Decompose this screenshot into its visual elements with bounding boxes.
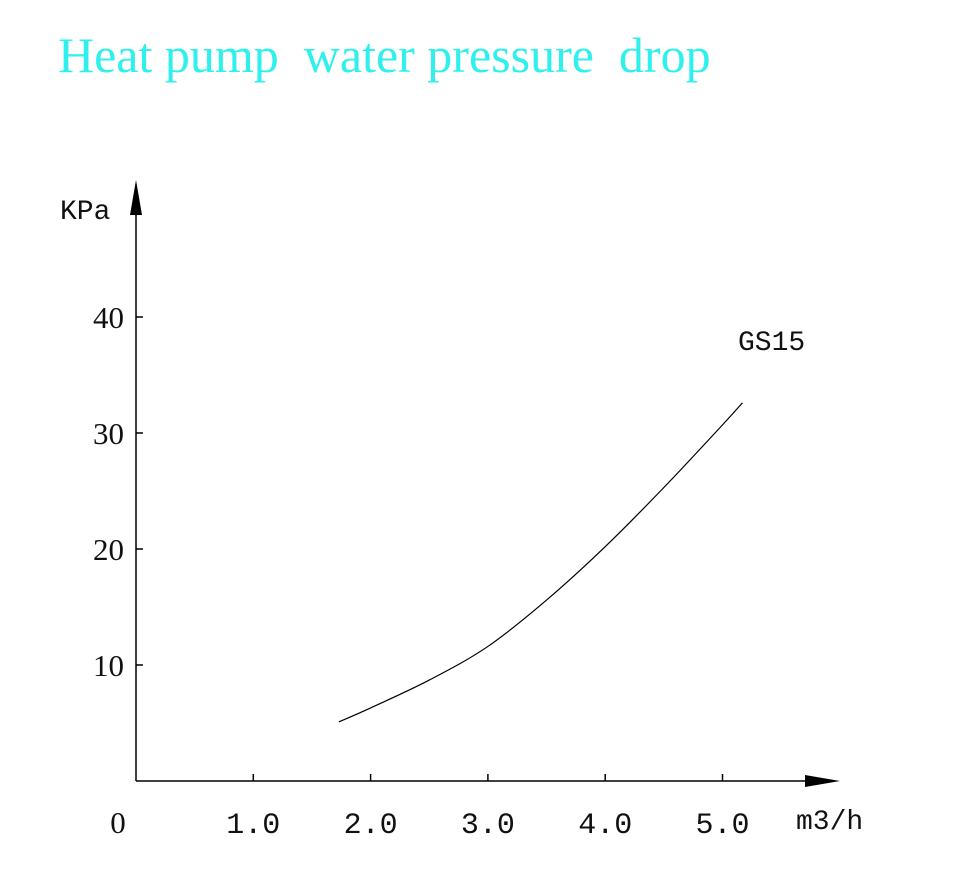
x-tick-label: 2.0 — [344, 809, 398, 843]
y-tick-label: 20 — [93, 532, 124, 567]
series-label: GS15 — [738, 328, 805, 359]
x-tick-label: 3.0 — [461, 809, 515, 843]
y-axis-label: KPa — [60, 197, 110, 228]
x-axis-arrow-icon — [805, 775, 840, 787]
x-tick-label: 1.0 — [226, 809, 280, 843]
y-tick-label: 40 — [93, 300, 124, 335]
series-line-GS15 — [338, 402, 743, 723]
y-tick-label: 30 — [93, 416, 124, 451]
y-axis-arrow-icon — [130, 180, 142, 215]
x-tick-label: 5.0 — [695, 809, 749, 843]
x-tick-label: 4.0 — [578, 809, 632, 843]
y-tick-label: 10 — [93, 648, 124, 683]
origin-label: 0 — [110, 805, 126, 840]
x-axis-label: m3/h — [796, 807, 863, 838]
chart-title: Heat pump water pressure drop — [58, 27, 711, 83]
